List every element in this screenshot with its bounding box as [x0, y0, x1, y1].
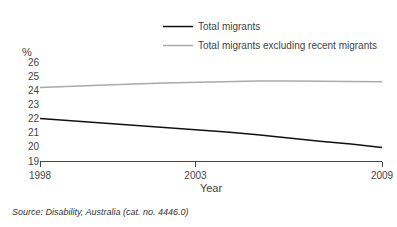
svg-text:2009: 2009: [371, 170, 394, 181]
svg-text:23: 23: [28, 99, 40, 110]
svg-text:20: 20: [28, 141, 40, 152]
svg-text:19: 19: [28, 156, 40, 167]
svg-text:24: 24: [28, 85, 40, 96]
svg-text:2003: 2003: [184, 170, 207, 181]
svg-text:Total migrants: Total migrants: [198, 21, 260, 32]
svg-text:22: 22: [28, 113, 40, 124]
svg-text:21: 21: [28, 127, 40, 138]
svg-text:25: 25: [28, 71, 40, 82]
svg-text:Total migrants excluding recen: Total migrants excluding recent migrants: [198, 40, 377, 51]
svg-text:%: %: [22, 46, 32, 58]
svg-text:Year: Year: [200, 182, 223, 194]
svg-text:Source: Disability, Australia: Source: Disability, Australia (cat. no. …: [12, 207, 189, 217]
svg-text:1998: 1998: [29, 170, 52, 181]
svg-text:26: 26: [28, 57, 40, 68]
